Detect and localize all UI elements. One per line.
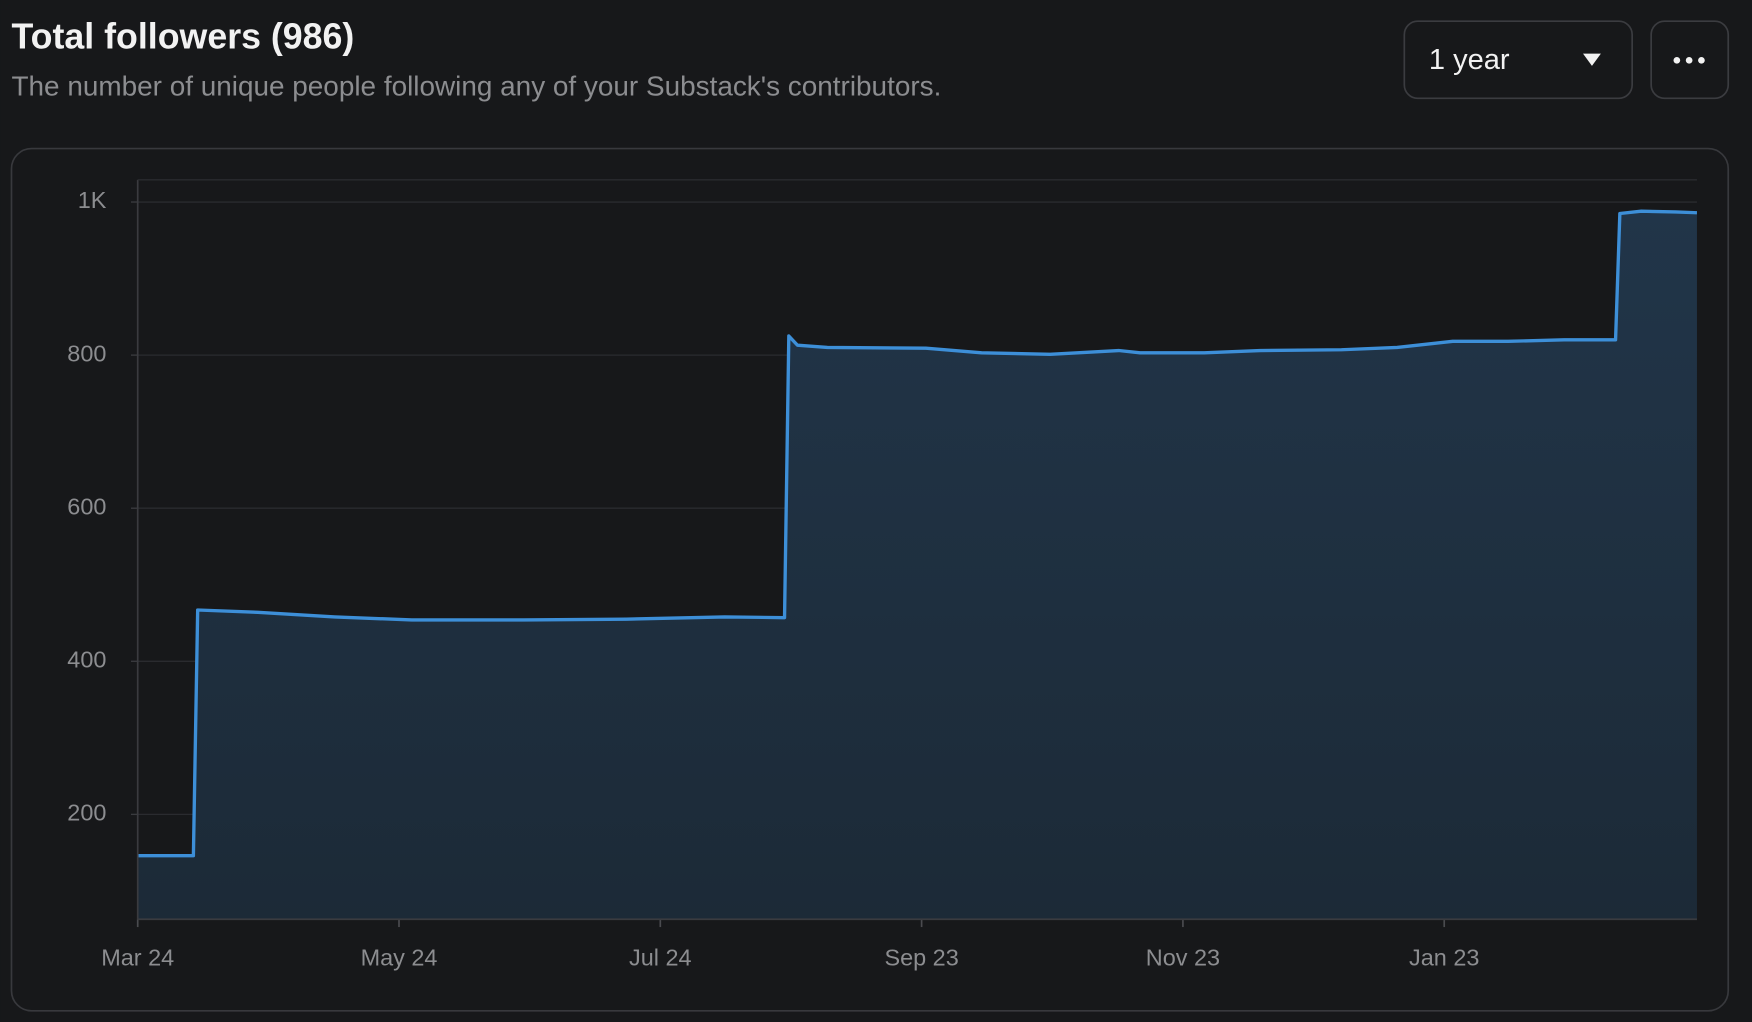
range-select[interactable]: 1 year bbox=[1403, 20, 1634, 100]
x-tick-label: Mar 24 bbox=[101, 945, 174, 971]
subtitle: The number of unique people following an… bbox=[11, 71, 941, 102]
y-tick-label: 600 bbox=[67, 493, 106, 519]
y-tick-label: 1K bbox=[78, 187, 107, 213]
y-tick-label: 400 bbox=[67, 646, 106, 672]
plot: 200 400 600 800 1K Mar 24 May 24 Jul 24 Sep 23 No… bbox=[67, 179, 1698, 971]
line bbox=[137, 209, 1698, 858]
x-tick-label: Nov 23 bbox=[1146, 945, 1220, 971]
range-label: 1 year bbox=[1429, 44, 1510, 76]
dot bbox=[1673, 56, 1681, 64]
x-tick-label: Sep 23 bbox=[884, 945, 958, 971]
range-button[interactable] bbox=[1403, 20, 1634, 100]
dot bbox=[1698, 56, 1705, 64]
y-tick-label: 200 bbox=[67, 800, 106, 826]
area bbox=[137, 211, 1697, 920]
menu-button[interactable] bbox=[1650, 20, 1730, 100]
dot bbox=[1685, 56, 1693, 64]
y-tick-label: 800 bbox=[67, 340, 106, 366]
x-tick-label: Jul 24 bbox=[629, 945, 692, 971]
x-tick-label: Jan 23 bbox=[1409, 945, 1479, 971]
dropdown-arrow bbox=[1583, 53, 1601, 66]
x-tick-label: May 24 bbox=[361, 945, 438, 971]
title: Total followers (986) bbox=[11, 17, 354, 57]
